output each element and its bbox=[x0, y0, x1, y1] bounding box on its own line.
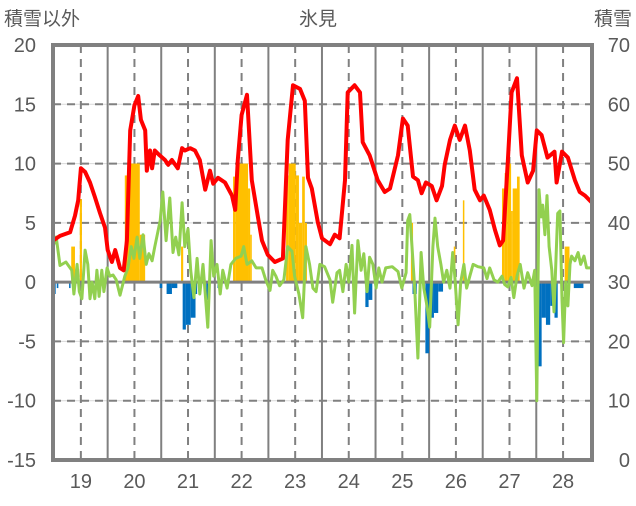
orange-bar bbox=[71, 246, 75, 283]
ticks: -15 -10 -5 0 5 10 15 20 0 10 20 30 40 50 60 70 19 20 21 22 2… bbox=[7, 35, 630, 493]
orange-bar bbox=[233, 176, 236, 283]
plot-frame bbox=[51, 43, 594, 462]
orange-bar bbox=[248, 188, 251, 283]
right-axis-title: 積雪 bbox=[594, 8, 632, 30]
orange-bar bbox=[298, 222, 303, 283]
blue-bar bbox=[159, 282, 163, 289]
x-tick: 22 bbox=[230, 471, 252, 493]
y-tick-left: 5 bbox=[25, 213, 36, 235]
orange-bar bbox=[295, 175, 299, 283]
blue-bar bbox=[573, 282, 584, 289]
chart-title: 氷見 bbox=[299, 8, 337, 30]
orange-bar bbox=[507, 163, 512, 283]
y-tick-right: 10 bbox=[608, 391, 630, 413]
orange-bar bbox=[79, 199, 82, 283]
x-tick: 19 bbox=[70, 471, 92, 493]
y-tick-right: 0 bbox=[619, 450, 630, 472]
x-tick: 27 bbox=[498, 471, 520, 493]
y-tick-left: -15 bbox=[7, 450, 36, 472]
green-series-line bbox=[51, 188, 592, 403]
x-tick: 25 bbox=[391, 471, 413, 493]
y-tick-left: -10 bbox=[7, 391, 36, 413]
blue-bar bbox=[438, 282, 444, 292]
labels: 積雪以外 氷見 積雪 bbox=[4, 8, 632, 30]
orange-bar bbox=[462, 200, 465, 283]
blue-bar bbox=[171, 282, 178, 289]
orange-bar bbox=[181, 246, 184, 283]
blue-bar bbox=[182, 282, 186, 330]
blue-bar bbox=[56, 282, 59, 289]
y-tick-left: 20 bbox=[14, 35, 36, 57]
orange-bar bbox=[302, 176, 305, 283]
blue-bar bbox=[185, 282, 191, 325]
left-axis-title: 積雪以外 bbox=[4, 8, 80, 30]
orange-bar bbox=[286, 175, 289, 283]
x-tick: 26 bbox=[445, 471, 467, 493]
y-tick-left: -5 bbox=[18, 331, 36, 353]
blue-bar bbox=[365, 282, 369, 308]
y-tick-right: 40 bbox=[608, 213, 630, 235]
x-tick: 23 bbox=[284, 471, 306, 493]
x-tick: 20 bbox=[123, 471, 145, 493]
orange-bar bbox=[516, 176, 520, 283]
y-tick-right: 30 bbox=[608, 272, 630, 294]
orange-bar bbox=[288, 163, 296, 283]
blue-bar bbox=[190, 282, 196, 318]
blue-bar bbox=[166, 282, 172, 294]
y-tick-right: 60 bbox=[608, 94, 630, 116]
y-tick-left: 10 bbox=[14, 154, 36, 176]
blue-bar bbox=[433, 282, 439, 313]
orange-bar bbox=[504, 173, 508, 283]
orange-bar bbox=[511, 211, 513, 283]
y-tick-left: 15 bbox=[14, 94, 36, 116]
x-tick: 28 bbox=[552, 471, 574, 493]
x-tick: 24 bbox=[338, 471, 360, 493]
orange-bar bbox=[250, 234, 252, 283]
y-tick-right: 70 bbox=[608, 35, 630, 57]
orange-bar bbox=[512, 188, 517, 283]
blue-bar bbox=[541, 282, 546, 318]
y-tick-right: 50 bbox=[608, 154, 630, 176]
y-tick-left: 0 bbox=[25, 272, 36, 294]
orange-bar bbox=[139, 234, 146, 283]
orange-bar bbox=[564, 246, 570, 283]
blue-bar bbox=[368, 282, 373, 300]
blue-bar bbox=[69, 282, 71, 289]
red-series-line bbox=[51, 76, 594, 273]
blue-bar bbox=[545, 282, 551, 325]
blue-bar bbox=[195, 282, 198, 294]
x-tick: 21 bbox=[177, 471, 199, 493]
y-tick-right: 20 bbox=[608, 331, 630, 353]
blue-bar bbox=[206, 282, 209, 300]
blue-bar bbox=[554, 282, 558, 318]
